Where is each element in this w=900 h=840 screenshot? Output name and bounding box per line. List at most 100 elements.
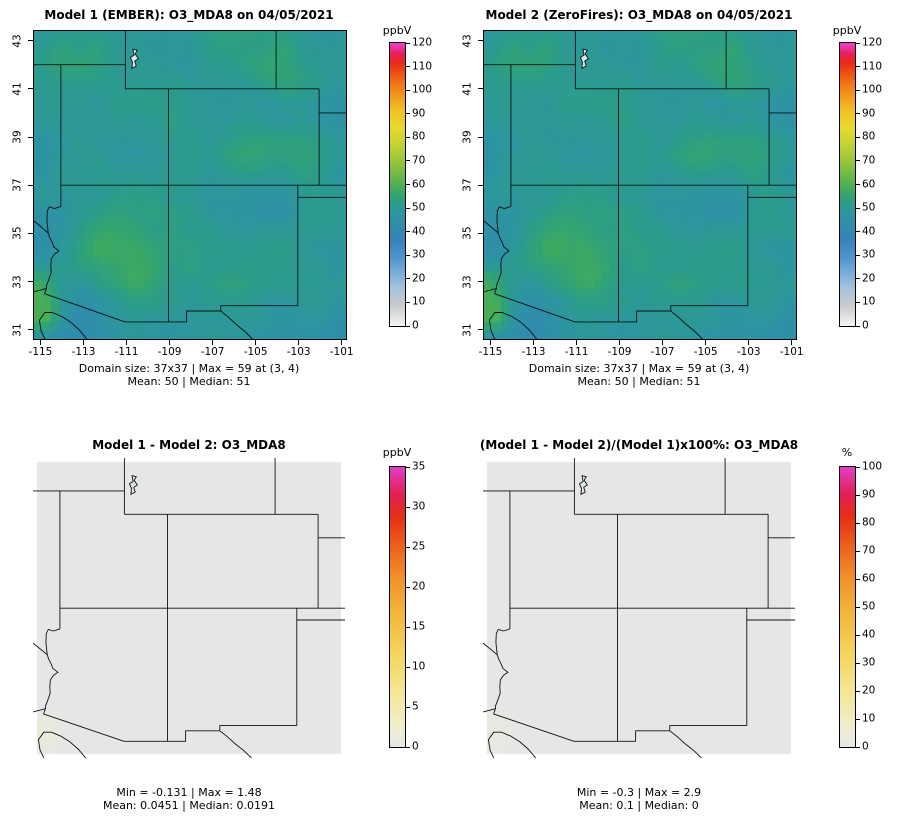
state-boundaries-overlay	[33, 458, 345, 758]
x-axis-tick	[705, 340, 707, 345]
state-boundary-line	[488, 312, 538, 339]
colorbar-tick-label: 80	[412, 130, 426, 143]
x-axis-tick-label: -101	[329, 346, 354, 358]
x-axis-tick-label: -115	[28, 346, 53, 358]
colorbar-tick	[406, 207, 410, 209]
colorbar-tick-label: 20	[862, 272, 876, 285]
colorbar-tick-label: 100	[862, 83, 883, 96]
state-boundary-line	[483, 642, 498, 656]
x-axis-tick-label: -113	[71, 346, 96, 358]
y-axis-tick	[478, 329, 483, 331]
colorbar	[389, 42, 406, 327]
caption-mean-median: Mean: 0.0451 | Median: 0.0191	[102, 799, 276, 812]
state-boundary-line	[37, 731, 87, 758]
colorbar-tick	[856, 466, 860, 468]
panel-title-model1: Model 1 (EMBER): O3_MDA8 on 04/05/2021	[44, 8, 334, 22]
colorbar	[839, 42, 856, 327]
x-axis-tick-label: -107	[200, 346, 225, 358]
y-axis-tick-label: 39	[11, 130, 24, 144]
colorbar-tick	[856, 606, 860, 608]
state-boundary-line	[670, 310, 703, 339]
colorbar-tick-label: 120	[412, 36, 433, 49]
colorbar-tick-label: 70	[862, 544, 876, 557]
colorbar-tick-label: 50	[862, 600, 876, 613]
x-axis-tick	[39, 340, 41, 345]
x-axis-tick-label: -111	[114, 346, 139, 358]
state-boundary-line	[494, 293, 671, 323]
colorbar-tick	[856, 278, 860, 280]
colorbar-tick	[856, 634, 860, 636]
y-axis-tick-label: 35	[461, 226, 474, 241]
x-axis-tick	[126, 340, 128, 345]
x-axis-tick	[532, 340, 534, 345]
colorbar-tick	[856, 522, 860, 524]
colorbar-tick	[856, 690, 860, 692]
y-axis-tick-label: 39	[461, 130, 474, 144]
colorbar-tick	[856, 662, 860, 664]
colorbar-tick-label: 10	[862, 712, 876, 725]
x-axis-tick	[169, 340, 171, 345]
colorbar-tick-label: 60	[862, 178, 876, 190]
state-boundary-line	[219, 730, 252, 758]
caption-mean-median: Mean: 50 | Median: 51	[127, 375, 251, 388]
colorbar-tick-label: 40	[862, 225, 876, 238]
y-axis-tick-label: 31	[11, 323, 24, 337]
colorbar-tick-label: 0	[412, 740, 419, 753]
state-boundary-line	[34, 220, 49, 234]
x-axis-tick	[576, 340, 578, 345]
colorbar-tick-label: 10	[412, 295, 426, 308]
colorbar-tick-label: 15	[412, 620, 426, 633]
caption-min-max: Min = -0.3 | Max = 2.9	[576, 786, 702, 799]
colorbar-tick	[406, 706, 410, 708]
colorbar-tick	[856, 136, 860, 138]
y-axis-tick	[28, 281, 33, 283]
x-axis-tick	[82, 340, 84, 345]
colorbar-tick	[856, 494, 860, 496]
colorbar-tick-label: 80	[862, 516, 876, 529]
caption-mean-median: Mean: 0.1 | Median: 0	[579, 799, 699, 812]
colorbar-tick-label: 50	[862, 201, 876, 214]
caption-domain-stats: Domain size: 37x37 | Max = 59 at (3, 4)	[78, 362, 300, 375]
colorbar-tick	[856, 207, 860, 209]
map-percent-difference	[483, 458, 795, 758]
colorbar-tick-label: 0	[862, 740, 869, 753]
lake-icon	[129, 48, 140, 70]
colorbar-tick	[406, 254, 410, 256]
colorbar-tick	[856, 113, 860, 115]
state-boundary-line	[669, 730, 702, 758]
y-axis-tick	[478, 232, 483, 234]
colorbar-tick	[856, 746, 860, 748]
y-axis-tick-label: 33	[11, 274, 24, 289]
x-axis-tick-label: -109	[157, 346, 182, 358]
y-axis-tick	[478, 88, 483, 90]
colorbar-tick-label: 120	[862, 36, 883, 49]
colorbar-tick-label: 35	[412, 460, 426, 473]
x-axis-tick-label: -101	[779, 346, 804, 358]
colorbar	[839, 466, 856, 748]
colorbar-unit-label: ppbV	[832, 24, 862, 37]
colorbar-tick-label: 30	[862, 656, 876, 669]
colorbar-tick	[406, 231, 410, 233]
x-axis-tick	[748, 340, 750, 345]
colorbar	[389, 466, 406, 748]
colorbar-tick	[856, 578, 860, 580]
colorbar-unit-label: ppbV	[382, 446, 412, 459]
colorbar-tick-label: 40	[862, 628, 876, 641]
colorbar-tick-label: 30	[862, 248, 876, 261]
panel-title-percent-difference: (Model 1 - Model 2)/(Model 1)x100%: O3_M…	[479, 438, 799, 452]
colorbar-tick-label: 10	[862, 295, 876, 308]
panel-title-model2: Model 2 (ZeroFires): O3_MDA8 on 04/05/20…	[485, 8, 793, 22]
x-axis-tick	[489, 340, 491, 345]
colorbar-tick-label: 80	[862, 130, 876, 143]
colorbar-tick-label: 100	[862, 460, 883, 473]
x-axis-tick-label: -107	[650, 346, 675, 358]
colorbar-tick	[406, 546, 410, 548]
colorbar-tick-label: 100	[412, 83, 433, 96]
state-boundary-line	[483, 708, 496, 713]
y-axis-tick-label: 41	[461, 82, 474, 96]
y-axis-tick-label: 37	[461, 178, 474, 192]
state-boundary-line	[220, 310, 253, 339]
x-axis-tick	[212, 340, 214, 345]
y-axis-tick-label: 33	[461, 274, 474, 289]
colorbar-tick-label: 0	[862, 319, 869, 332]
